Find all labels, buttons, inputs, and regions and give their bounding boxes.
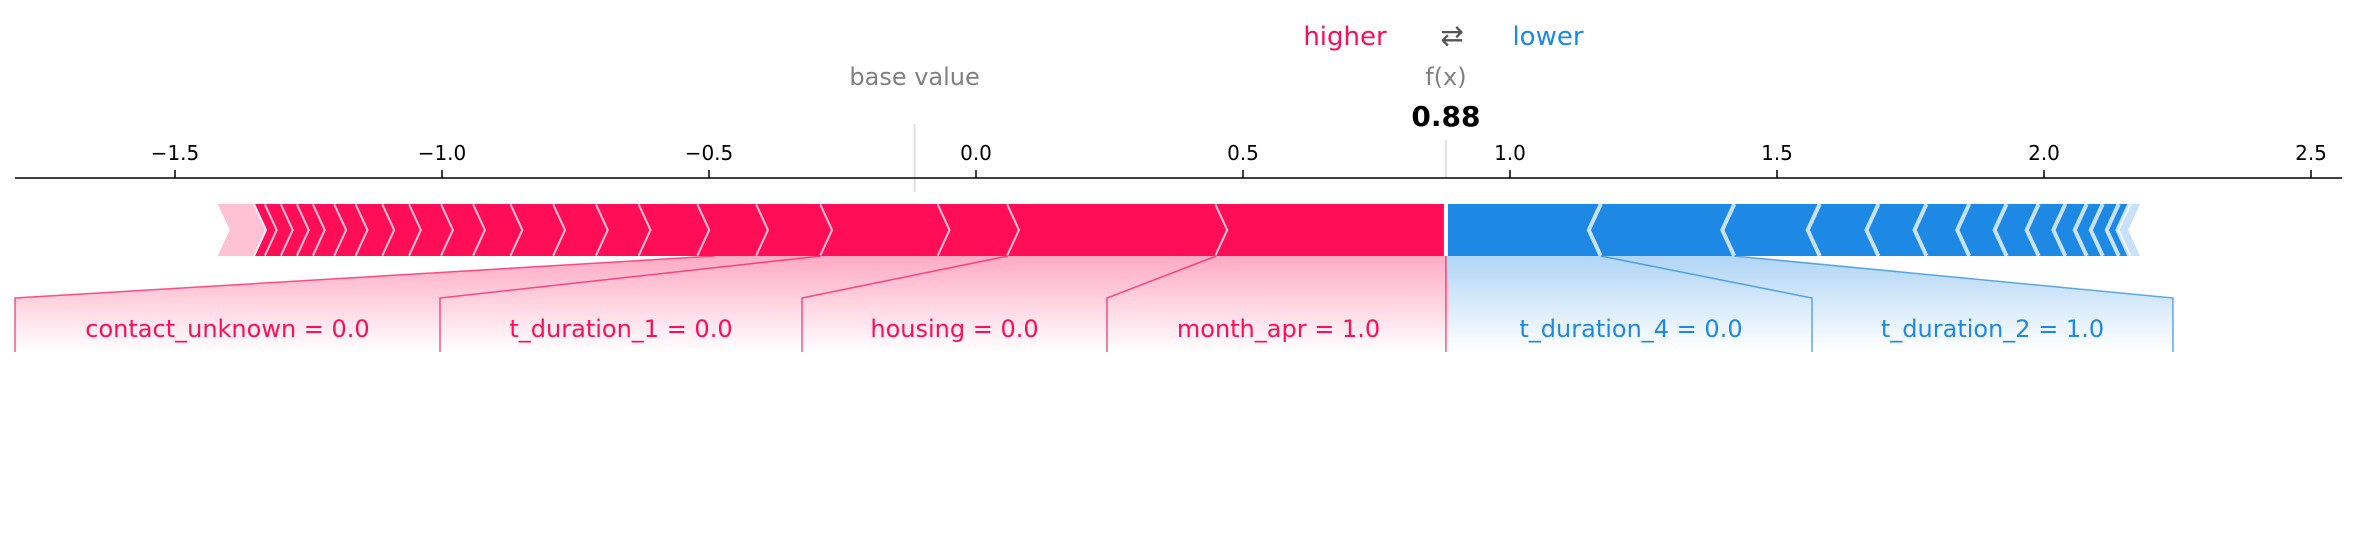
positive-segment xyxy=(698,204,770,256)
feature-connector xyxy=(439,255,822,352)
fx-label: f(x) xyxy=(1425,63,1466,91)
positive-segment xyxy=(383,204,422,256)
feature-connectors xyxy=(14,255,2174,352)
feature-connector xyxy=(801,255,1009,352)
feature-fan xyxy=(1107,256,1450,352)
positive-segment xyxy=(821,204,951,256)
x-tick-label: 0.5 xyxy=(1227,141,1259,165)
force-bars xyxy=(217,202,2141,258)
base-value-label: base value xyxy=(849,63,979,91)
legend-higher: higher xyxy=(1303,22,1387,52)
positive-segment xyxy=(409,204,454,256)
negative-segment xyxy=(1957,204,2007,256)
negative-segment-divider xyxy=(2088,203,2105,257)
negative-segment-divider xyxy=(1805,203,1822,257)
feature-label: month_apr = 1.0 xyxy=(1177,315,1380,343)
negative-segment xyxy=(2053,204,2087,256)
x-tick-label: 0.0 xyxy=(960,141,992,165)
feature-fan xyxy=(440,256,1009,352)
feature-connector xyxy=(1734,255,2174,352)
positive-segment xyxy=(1008,204,1229,256)
legend-arrows-icon: ⇄ xyxy=(1440,19,1463,52)
negative-segment-divider xyxy=(1720,203,1737,257)
positive-segment xyxy=(1216,204,1446,256)
negative-segment xyxy=(1445,204,1601,256)
feature-label: housing = 0.0 xyxy=(870,315,1038,343)
x-tick-label: −0.5 xyxy=(685,141,734,165)
x-axis-ticks: −1.5 −1.0 −0.5 0.0 0.5 1.0 1.5 2.0 2.5 xyxy=(151,141,2327,178)
negative-segment-divider xyxy=(1912,203,1929,257)
feature-connector xyxy=(14,255,715,352)
negative-segment-divider xyxy=(2051,203,2068,257)
positive-segment xyxy=(938,204,1021,256)
x-tick-label: −1.5 xyxy=(151,141,200,165)
feature-labels: contact_unknown = 0.0 t_duration_1 = 0.0 h… xyxy=(85,315,2104,343)
positive-segment xyxy=(217,204,268,256)
positive-segment xyxy=(554,204,609,256)
positive-segment xyxy=(356,204,396,256)
negative-segment xyxy=(1866,204,1927,256)
x-tick-label: 1.5 xyxy=(1761,141,1793,165)
negative-segment xyxy=(1994,204,2039,256)
feature-connector xyxy=(1106,255,1217,352)
feature-fan xyxy=(15,256,822,352)
feature-label: t_duration_2 = 1.0 xyxy=(1881,315,2104,343)
negative-segment-divider xyxy=(2115,203,2132,257)
positive-segment xyxy=(335,204,369,256)
negative-segment-divider xyxy=(1586,203,1603,257)
positive-segment xyxy=(511,204,567,256)
feature-label: contact_unknown = 0.0 xyxy=(85,315,369,343)
x-tick-label: 2.5 xyxy=(2295,141,2327,165)
feature-label: t_duration_1 = 0.0 xyxy=(509,315,732,343)
positive-segment xyxy=(474,204,524,256)
legend-lower: lower xyxy=(1512,22,1583,52)
negative-segment xyxy=(1722,204,1820,256)
positive-segment xyxy=(757,204,834,256)
negative-segment-divider xyxy=(1955,203,1972,257)
fx-value: 0.88 xyxy=(1411,100,1480,133)
x-tick-label: 2.0 xyxy=(2028,141,2060,165)
positive-segment xyxy=(313,204,348,256)
positive-segment xyxy=(596,204,652,256)
negative-segment xyxy=(2106,204,2130,256)
negative-segment xyxy=(2117,204,2141,256)
negative-segment-divider xyxy=(2104,203,2121,257)
feature-fan xyxy=(1600,256,2173,352)
x-tick-label: −1.0 xyxy=(418,141,467,165)
negative-segment-divider xyxy=(2024,203,2041,257)
negative-segment xyxy=(2026,204,2066,256)
feature-label: t_duration_4 = 0.0 xyxy=(1519,315,1742,343)
negative-segment xyxy=(1914,204,1970,256)
feature-fan xyxy=(802,256,1217,352)
negative-segment xyxy=(1588,204,1735,256)
x-tick-label: 1.0 xyxy=(1494,141,1526,165)
negative-segment-divider xyxy=(1992,203,2009,257)
negative-segment-divider xyxy=(2072,203,2089,257)
positive-segment xyxy=(255,204,278,256)
negative-segment-divider xyxy=(1864,203,1881,257)
negative-segment xyxy=(1807,204,1879,256)
positive-segment xyxy=(442,204,487,256)
positive-segment xyxy=(639,204,711,256)
